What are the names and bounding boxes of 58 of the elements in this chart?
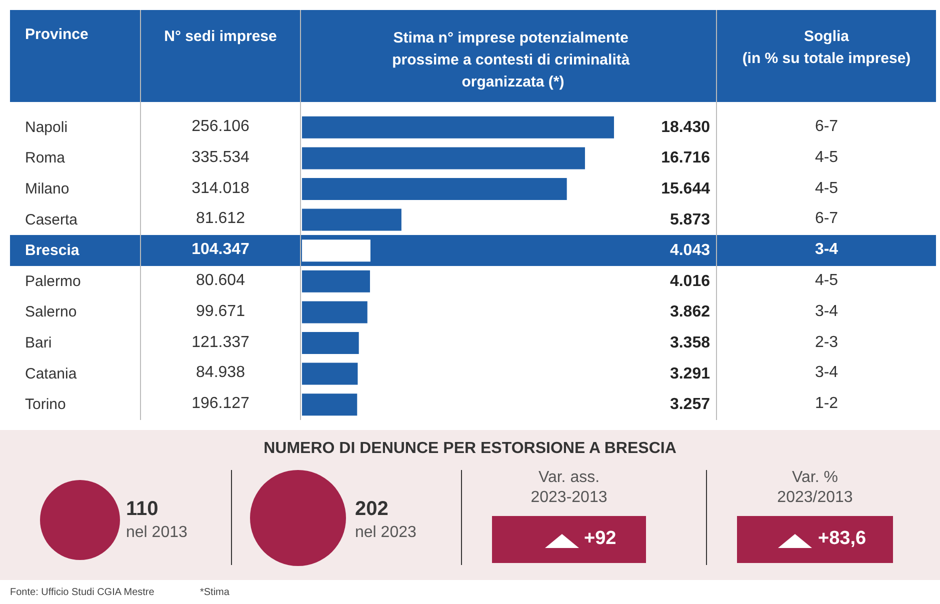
text: +83,6 xyxy=(818,528,866,550)
data-label: 4.016 xyxy=(670,272,710,290)
text: nel 2013 xyxy=(126,524,188,542)
data-label: 18.430 xyxy=(661,118,710,136)
y-tick-label: Catania xyxy=(25,365,78,382)
y-tick-label: Salerno xyxy=(25,304,77,321)
text: (in % su totale imprese) xyxy=(741,49,912,69)
y-tick-label: Brescia xyxy=(25,242,80,260)
text: 2023-2013 xyxy=(530,488,608,508)
source-note: Fonte: Ufficio Studi CGIA Mestre xyxy=(10,587,154,598)
chart-title: Stima n° imprese potenzialmente prossime a contesti di criminalità organizzata (*) xyxy=(392,30,634,90)
text: 84.938 xyxy=(195,363,246,384)
text: 256.106 xyxy=(190,117,250,137)
text: Soglia xyxy=(802,27,850,47)
y-tick-label: Palermo xyxy=(25,272,81,290)
text: Var. ass. xyxy=(537,468,601,488)
text: *Stima xyxy=(200,587,230,598)
text: 2023/2013 xyxy=(776,488,854,508)
y-tick-label: Torino xyxy=(25,396,66,414)
text: 202 xyxy=(355,498,388,521)
text: 6-7 xyxy=(814,117,840,137)
text: 80.604 xyxy=(195,271,246,291)
text: 4-5 xyxy=(814,178,840,199)
text: +92 xyxy=(584,528,616,550)
text: 104.347 xyxy=(190,240,250,260)
data-label: 5.873 xyxy=(670,211,710,228)
text: Var. % xyxy=(791,468,839,488)
text: 4-5 xyxy=(814,148,840,168)
y-tick-label: Roma xyxy=(25,150,66,167)
y-tick-label: Milano xyxy=(25,180,70,198)
text: 110 xyxy=(126,498,158,521)
data-label: 16.716 xyxy=(661,150,710,167)
text: 196.127 xyxy=(190,394,250,414)
y-axis-title: Province xyxy=(25,26,88,43)
text: NUMERO DI DENUNCE PER ESTORSIONE A BRESCIA xyxy=(262,440,678,458)
text: 6-7 xyxy=(814,209,840,230)
text: 3-4 xyxy=(814,302,840,322)
y-tick-label: Napoli xyxy=(25,118,68,136)
text: 3-4 xyxy=(814,240,840,260)
data-label: 15.644 xyxy=(661,180,710,198)
text: 2-3 xyxy=(814,332,840,353)
data-label: 3.291 xyxy=(670,365,710,382)
y-tick-label: Bari xyxy=(25,334,52,352)
text: 81.612 xyxy=(195,209,246,230)
data-label: 4.043 xyxy=(670,242,710,260)
text: 1-2 xyxy=(814,394,840,414)
data-label: 3.862 xyxy=(670,304,710,321)
data-label: 3.257 xyxy=(670,396,710,414)
text: 99.671 xyxy=(195,302,246,322)
text: N° sedi imprese xyxy=(163,27,278,47)
text: nel 2023 xyxy=(355,524,416,542)
text: 121.337 xyxy=(190,332,250,353)
text: 335.534 xyxy=(190,148,250,168)
text: 3-4 xyxy=(814,363,840,384)
text: 4-5 xyxy=(814,271,840,291)
y-tick-label: Caserta xyxy=(25,211,78,228)
data-label: 3.358 xyxy=(670,334,710,352)
text: 314.018 xyxy=(190,178,250,199)
